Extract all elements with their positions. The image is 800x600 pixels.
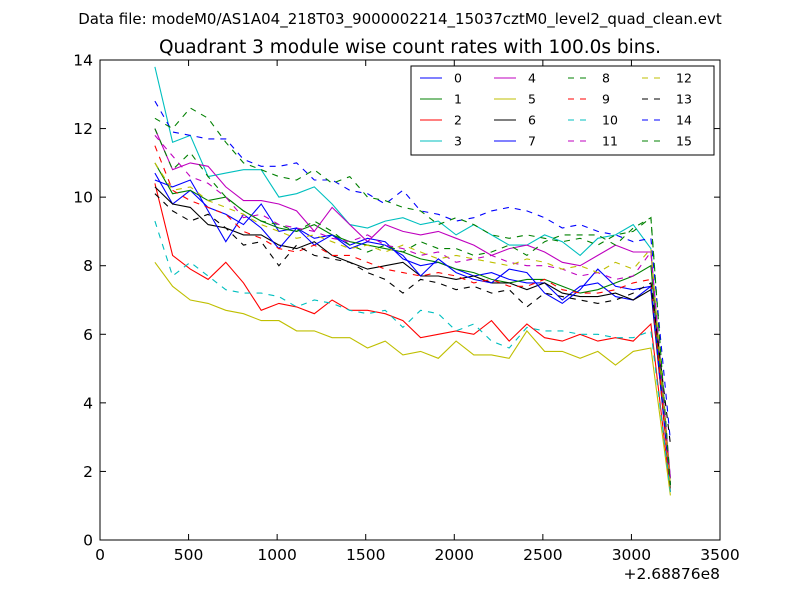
y-tick-label: 0 — [83, 532, 93, 550]
legend-label-9: 9 — [602, 92, 610, 107]
series-line-2 — [154, 183, 671, 493]
chart-title: Quadrant 3 module wise count rates with … — [159, 37, 661, 58]
legend-label-3: 3 — [454, 134, 462, 149]
legend-label-1: 1 — [454, 92, 462, 107]
legend-label-15: 15 — [676, 134, 692, 149]
x-tick-label: 2500 — [523, 546, 562, 564]
y-tick-label: 14 — [73, 52, 93, 70]
y-tick-label: 8 — [83, 257, 93, 275]
legend-label-6: 6 — [528, 113, 536, 128]
legend-label-10: 10 — [602, 113, 618, 128]
series-line-11 — [154, 135, 671, 482]
y-tick-label: 10 — [73, 189, 93, 207]
series-lines — [154, 66, 671, 496]
legend-label-14: 14 — [676, 113, 692, 128]
legend-box — [410, 65, 715, 156]
legend-label-7: 7 — [528, 134, 536, 149]
y-tick-label: 2 — [83, 463, 93, 481]
series-line-12 — [154, 162, 671, 486]
x-tick-label: 2000 — [435, 546, 474, 564]
legend-label-8: 8 — [602, 71, 610, 86]
figure-suptitle: Data file: modeM0/AS1A04_218T03_90000022… — [78, 10, 722, 29]
series-line-13 — [154, 193, 671, 445]
series-line-14 — [154, 100, 671, 441]
legend-label-4: 4 — [528, 71, 536, 86]
x-tick-label: 1000 — [257, 546, 296, 564]
legend-label-5: 5 — [528, 92, 536, 107]
x-tick-label: 0 — [95, 546, 105, 564]
series-line-8 — [154, 128, 671, 489]
x-axis: 0 500 1000 1500 2000 2500 3000 3500 — [95, 60, 740, 564]
series-line-5 — [154, 261, 671, 496]
legend-label-12: 12 — [676, 71, 692, 86]
legend-label-0: 0 — [454, 71, 462, 86]
x-tick-label: 3000 — [612, 546, 651, 564]
x-axis-offset-label: +2.68876e8 — [624, 565, 720, 583]
x-tick-label: 3500 — [700, 546, 739, 564]
x-tick-label: 500 — [174, 546, 204, 564]
legend-label-11: 11 — [602, 134, 618, 149]
series-line-4 — [154, 128, 671, 479]
legend-label-13: 13 — [676, 92, 692, 107]
series-line-6 — [154, 186, 671, 486]
legend-label-2: 2 — [454, 113, 462, 128]
y-tick-label: 4 — [83, 394, 93, 412]
x-tick-label: 1500 — [346, 546, 385, 564]
y-tick-label: 6 — [83, 326, 93, 344]
series-line-10 — [154, 220, 671, 493]
series-line-7 — [154, 179, 671, 486]
series-line-3 — [154, 66, 671, 486]
y-tick-label: 12 — [73, 120, 93, 138]
series-line-15 — [154, 107, 671, 486]
